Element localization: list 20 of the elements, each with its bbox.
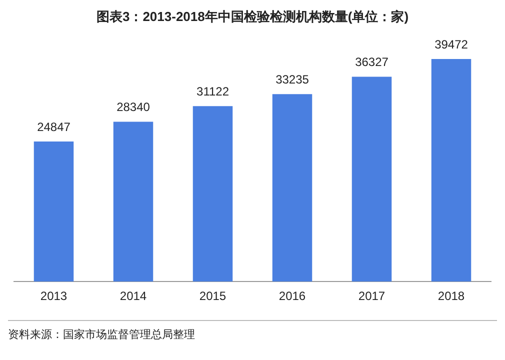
data-label: 33235 — [276, 72, 310, 86]
x-tick-label: 2018 — [438, 289, 465, 304]
data-label: 28340 — [116, 100, 150, 114]
data-label: 39472 — [434, 37, 468, 52]
bar — [34, 141, 74, 282]
data-label: 36327 — [355, 55, 389, 70]
bar — [272, 94, 312, 282]
bar — [113, 122, 154, 282]
x-tick-label: 2013 — [40, 289, 68, 304]
data-label: 24847 — [37, 120, 71, 134]
x-tick-label: 2017 — [358, 289, 386, 304]
data-label: 31122 — [196, 84, 230, 98]
x-tick-label: 2016 — [278, 289, 306, 304]
bar — [352, 76, 392, 282]
bar — [431, 58, 472, 282]
bar — [192, 106, 233, 282]
x-tick-label: 2015 — [199, 289, 226, 304]
x-tick-label: 2014 — [120, 289, 147, 304]
text: 资料来源：国家市场监督管理总局整理 — [8, 328, 196, 342]
chart-title: 图表3：2013-2018年中国检验检测机构数量(单位：家) — [95, 8, 410, 26]
